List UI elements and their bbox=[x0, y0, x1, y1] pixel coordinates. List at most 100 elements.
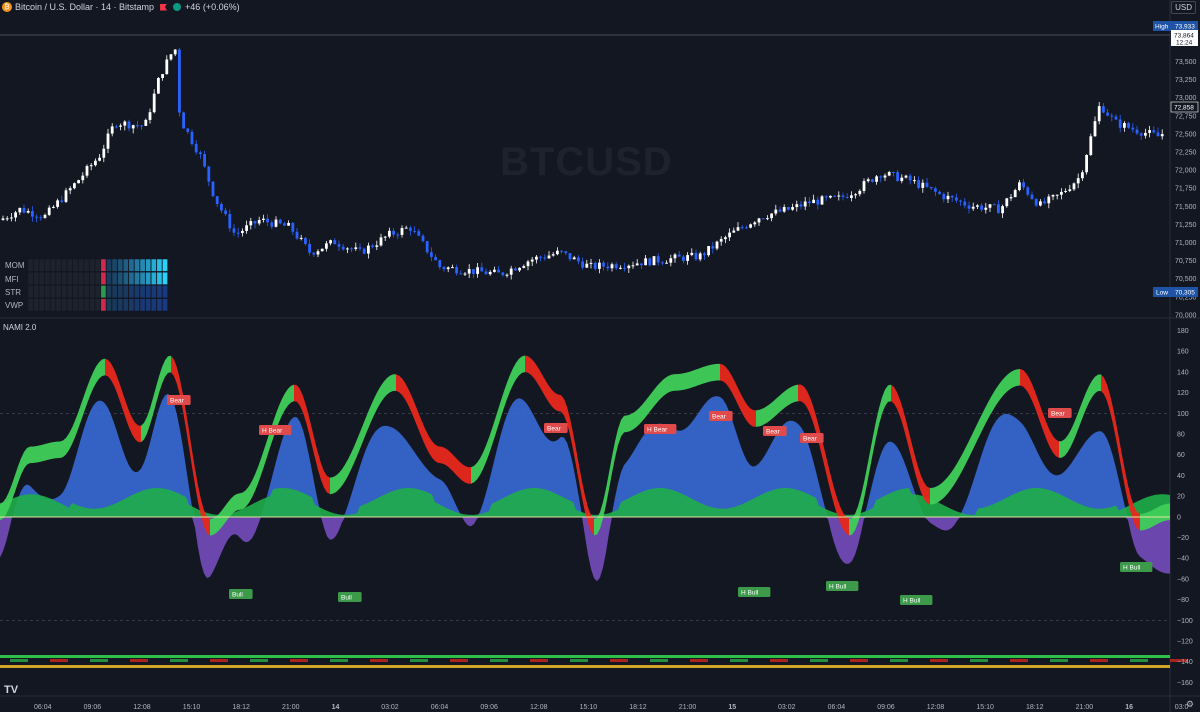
wave-segment bbox=[45, 443, 48, 461]
candle-body bbox=[379, 237, 383, 246]
wave-segment bbox=[429, 436, 432, 458]
wave-segment bbox=[504, 382, 507, 408]
wave-segment bbox=[651, 389, 654, 411]
candle-body bbox=[1118, 119, 1122, 128]
candle-body bbox=[329, 240, 332, 244]
heatmap-cell bbox=[44, 298, 51, 312]
wave-segment bbox=[549, 386, 552, 407]
bear-signal-tag bbox=[709, 411, 733, 421]
wave-segment bbox=[891, 384, 894, 404]
settings-gear-icon[interactable]: ⚙ bbox=[1185, 699, 1194, 709]
wave-segment bbox=[954, 463, 957, 485]
candle-body bbox=[929, 186, 933, 189]
candle-body bbox=[896, 172, 899, 182]
wave-segment bbox=[705, 365, 708, 383]
candle-body bbox=[467, 269, 471, 274]
heatmap-cell bbox=[156, 258, 163, 272]
heatmap-cell bbox=[122, 258, 129, 272]
wave-segment bbox=[1080, 399, 1083, 425]
wave-segment bbox=[555, 392, 558, 412]
wave-segment bbox=[108, 359, 111, 380]
indicator-label[interactable]: NAMI 2.0 bbox=[3, 323, 37, 332]
wave-segment bbox=[621, 415, 624, 437]
candle-body bbox=[1039, 201, 1042, 206]
wave-segment bbox=[1101, 374, 1104, 395]
heatmap-cell bbox=[89, 298, 96, 312]
symbol-watermark: BTCUSD bbox=[500, 140, 673, 184]
wave-segment bbox=[414, 401, 417, 426]
wave-segment bbox=[1065, 435, 1068, 456]
wave-segment bbox=[1020, 368, 1023, 387]
wave-segment bbox=[69, 427, 72, 451]
wave-segment bbox=[201, 499, 204, 527]
wave-segment bbox=[642, 401, 645, 422]
wave-segment bbox=[228, 498, 231, 519]
trend-segment bbox=[690, 659, 708, 662]
bear-signal-tag bbox=[167, 395, 191, 405]
trend-segment bbox=[1130, 659, 1148, 662]
candle-body bbox=[182, 112, 185, 129]
flag-icon[interactable] bbox=[160, 3, 168, 11]
wave-segment bbox=[1050, 430, 1053, 453]
heatmap-cell bbox=[61, 271, 68, 285]
candle-body bbox=[152, 93, 156, 113]
candle-body bbox=[383, 236, 387, 238]
candle-body bbox=[375, 245, 379, 247]
candle-body bbox=[459, 273, 463, 275]
heatmap-group bbox=[27, 258, 168, 312]
wave-segment bbox=[630, 413, 633, 432]
current-price-tag-bg bbox=[1171, 30, 1198, 46]
wave-segment bbox=[768, 403, 771, 422]
wave-segment bbox=[1053, 436, 1056, 457]
oscillator-axis-label: 20 bbox=[1177, 494, 1185, 501]
trend-bar-top bbox=[0, 655, 1170, 658]
bull-signal-tag bbox=[1120, 562, 1153, 572]
candle-body bbox=[879, 176, 883, 178]
wave-segment bbox=[909, 432, 912, 461]
candle-body bbox=[1135, 129, 1139, 134]
trend-segment bbox=[570, 659, 588, 662]
currency-button[interactable]: USD bbox=[1171, 1, 1196, 14]
wave-segment bbox=[951, 468, 954, 490]
signal-tag-text: H Bull bbox=[829, 584, 847, 591]
tradingview-logo[interactable]: TV bbox=[4, 684, 19, 696]
candle-body bbox=[497, 269, 500, 273]
wave-segment bbox=[1149, 510, 1152, 529]
wave-segment bbox=[663, 377, 666, 397]
candle-body bbox=[417, 231, 421, 236]
wave-segment bbox=[834, 487, 837, 515]
symbol-header[interactable]: ₿ Bitcoin / U.S. Dollar · 14 · Bitstamp … bbox=[0, 0, 240, 14]
wave-segment bbox=[795, 384, 798, 402]
wave-segment bbox=[678, 373, 681, 391]
wave-segment bbox=[879, 397, 882, 425]
heatmap-cell bbox=[156, 285, 163, 299]
wave-segment bbox=[738, 388, 741, 411]
wave-segment bbox=[828, 464, 831, 494]
wave-segment bbox=[345, 459, 348, 482]
candle-body bbox=[249, 221, 253, 226]
heatmap-cell bbox=[27, 285, 34, 299]
heatmap-cell bbox=[50, 285, 56, 299]
heatmap-cell bbox=[38, 285, 45, 299]
wave-segment bbox=[1062, 438, 1065, 458]
candle-body bbox=[253, 221, 257, 224]
candle-body bbox=[665, 262, 668, 264]
candle-body bbox=[795, 204, 799, 208]
candle-body bbox=[169, 54, 173, 60]
wave-segment bbox=[867, 451, 870, 485]
candle-body bbox=[194, 143, 198, 153]
candle-body bbox=[60, 200, 64, 202]
candle-body bbox=[161, 74, 164, 78]
high-tag-bg bbox=[1153, 21, 1198, 31]
wave-segment bbox=[111, 363, 114, 386]
wave-segment bbox=[840, 506, 843, 530]
wave-segment bbox=[51, 441, 54, 460]
signal-tag-text: Bear bbox=[766, 429, 781, 436]
candle-body bbox=[123, 121, 127, 126]
candle-body bbox=[64, 190, 68, 202]
wave-segment bbox=[411, 394, 414, 419]
wave-segment bbox=[105, 358, 108, 377]
wave-segment bbox=[369, 402, 372, 427]
candle-body bbox=[917, 180, 920, 188]
